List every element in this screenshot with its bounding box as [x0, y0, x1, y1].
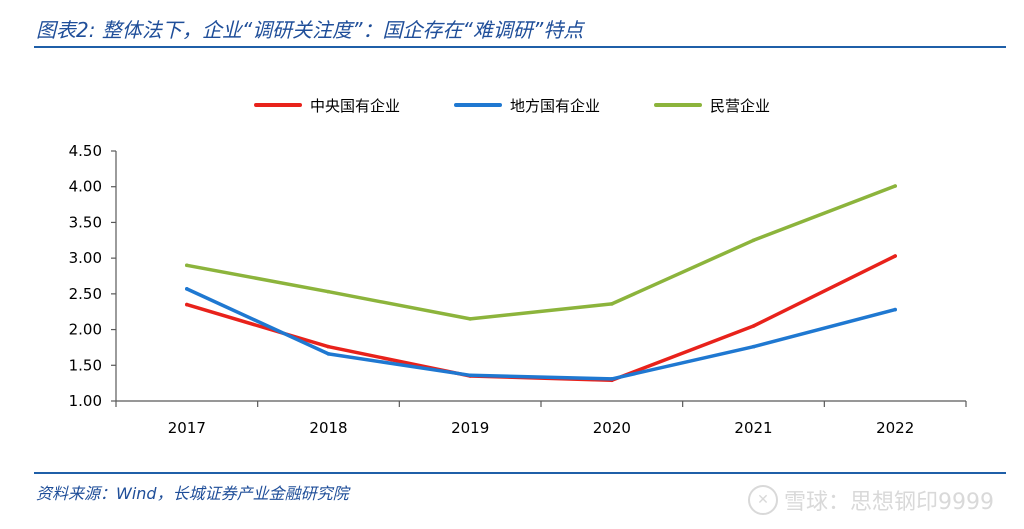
- snowball-logo-icon: ✕: [748, 485, 778, 515]
- watermark-text: 雪球：思想钢印9999: [784, 490, 994, 515]
- data-point: [185, 302, 189, 307]
- data-point: [468, 373, 472, 378]
- y-tick-label: 3.00: [69, 249, 102, 267]
- x-tick-label: 2017: [168, 419, 206, 437]
- data-point: [610, 302, 614, 306]
- data-point: [326, 344, 331, 349]
- chart-series: [185, 184, 897, 383]
- data-point: [893, 184, 897, 188]
- y-tick-label: 3.50: [69, 213, 102, 231]
- data-point: [751, 344, 756, 349]
- data-point: [326, 289, 331, 294]
- source-note: 资料来源：Wind，长城证券产业金融研究院: [36, 484, 349, 503]
- x-tick-label: 2019: [451, 419, 489, 437]
- chart-axes: 1.00 1.50 2.00 2.50 3.00 3.50 4.00 4.50 2017 2018…: [69, 142, 967, 437]
- title-divider: [34, 46, 1006, 48]
- y-tick-label: 1.00: [69, 392, 102, 410]
- data-point: [610, 377, 614, 381]
- y-tick-label: 2.50: [69, 285, 102, 303]
- x-tick-label: 2021: [734, 419, 772, 437]
- x-tick-label: 2022: [876, 419, 914, 437]
- data-point: [326, 352, 331, 356]
- x-tick-label: 2020: [593, 419, 631, 437]
- data-point: [751, 238, 756, 243]
- x-tick-label: 2018: [309, 419, 347, 437]
- line-chart: 中央国有企业 地方国有企业 民营企业 1.00 1.50 2.00 2.50 3.00 3.5…: [69, 97, 967, 437]
- series-line-2: [185, 184, 897, 321]
- source-divider: [34, 472, 1006, 474]
- data-point: [468, 317, 472, 321]
- y-tick-label: 4.50: [69, 142, 102, 160]
- data-point: [185, 263, 189, 268]
- data-point: [185, 287, 189, 291]
- watermark: ✕ 雪球：思想钢印9999: [748, 484, 994, 516]
- data-point: [893, 307, 897, 312]
- chart-legend: 中央国有企业 地方国有企业 民营企业: [254, 97, 770, 115]
- y-tick-label: 1.50: [69, 356, 102, 374]
- series-line-0: [185, 254, 897, 383]
- figure-title: 图表2: 整体法下，企业“调研关注度”：国企存在“难调研”特点: [36, 18, 584, 42]
- y-tick-label: 4.00: [69, 178, 102, 196]
- legend-label: 中央国有企业: [310, 97, 400, 115]
- data-point: [751, 324, 756, 328]
- legend-label: 民营企业: [710, 97, 770, 115]
- y-tick-label: 2.00: [69, 321, 102, 339]
- legend-label: 地方国有企业: [510, 97, 600, 115]
- data-point: [893, 254, 897, 258]
- series-line-1: [185, 287, 897, 381]
